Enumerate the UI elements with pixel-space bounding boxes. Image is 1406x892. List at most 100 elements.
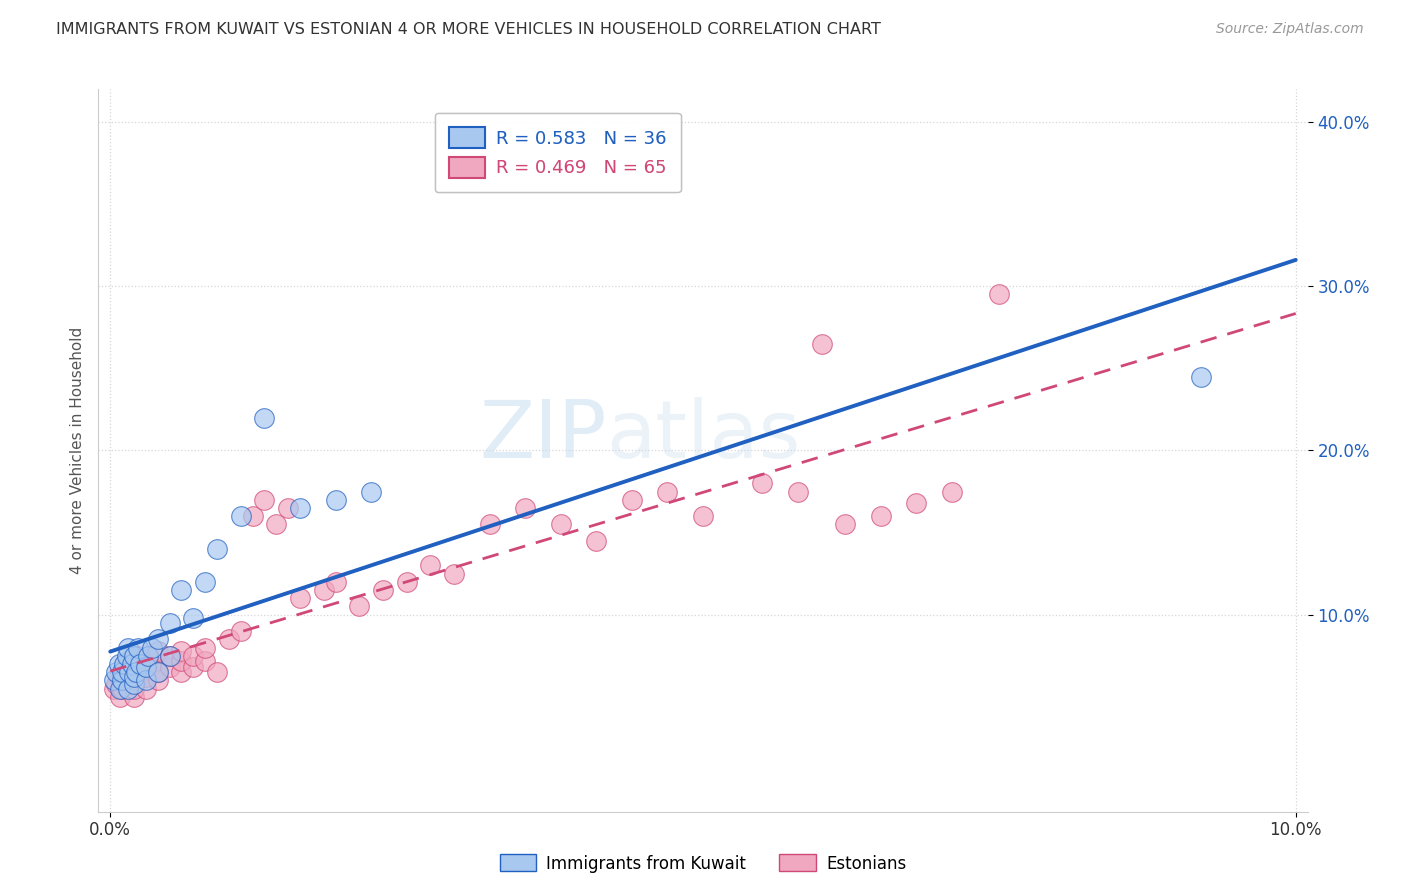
Point bbox=[478, 517, 501, 532]
Point bbox=[146, 673, 169, 688]
Point bbox=[786, 484, 808, 499]
Point bbox=[122, 648, 145, 663]
Point bbox=[325, 492, 347, 507]
Point bbox=[194, 574, 217, 589]
Point bbox=[194, 654, 217, 668]
Point bbox=[111, 665, 134, 680]
Point bbox=[118, 665, 141, 680]
Point bbox=[218, 632, 240, 647]
Point bbox=[751, 476, 773, 491]
Point bbox=[146, 665, 169, 680]
Point bbox=[117, 681, 139, 696]
Point bbox=[146, 665, 169, 680]
Point bbox=[107, 670, 129, 684]
Point bbox=[125, 673, 148, 688]
Point bbox=[657, 484, 679, 499]
Point bbox=[111, 673, 134, 688]
Point bbox=[620, 492, 643, 507]
Point bbox=[141, 657, 163, 671]
Point bbox=[136, 648, 159, 663]
Text: atlas: atlas bbox=[606, 397, 800, 475]
Point bbox=[122, 690, 145, 704]
Point bbox=[205, 541, 228, 556]
Point bbox=[135, 670, 157, 684]
Point bbox=[277, 500, 299, 515]
Point bbox=[181, 611, 204, 625]
Point bbox=[135, 660, 157, 674]
Point bbox=[136, 648, 159, 663]
Point bbox=[115, 648, 138, 663]
Point bbox=[325, 574, 347, 589]
Point bbox=[347, 599, 370, 614]
Point bbox=[181, 648, 204, 663]
Point bbox=[585, 533, 607, 548]
Point bbox=[360, 484, 382, 499]
Point bbox=[114, 660, 136, 674]
Point bbox=[135, 660, 157, 674]
Point bbox=[443, 566, 465, 581]
Point bbox=[810, 336, 832, 351]
Point bbox=[834, 517, 856, 532]
Point bbox=[194, 640, 217, 655]
Text: Source: ZipAtlas.com: Source: ZipAtlas.com bbox=[1216, 22, 1364, 37]
Point bbox=[118, 673, 141, 688]
Text: ZIP: ZIP bbox=[479, 397, 606, 475]
Point bbox=[229, 509, 252, 524]
Point bbox=[135, 681, 157, 696]
Point bbox=[395, 574, 418, 589]
Point bbox=[108, 681, 131, 696]
Point bbox=[122, 657, 145, 671]
Text: IMMIGRANTS FROM KUWAIT VS ESTONIAN 4 OR MORE VEHICLES IN HOUSEHOLD CORRELATION C: IMMIGRANTS FROM KUWAIT VS ESTONIAN 4 OR … bbox=[56, 22, 882, 37]
Point bbox=[121, 665, 143, 680]
Point bbox=[135, 673, 157, 688]
Point bbox=[121, 657, 143, 671]
Point bbox=[170, 665, 193, 680]
Point bbox=[264, 517, 287, 532]
Point bbox=[105, 676, 128, 690]
Point bbox=[141, 640, 163, 655]
Point bbox=[127, 640, 149, 655]
Point bbox=[253, 492, 276, 507]
Point bbox=[288, 591, 311, 606]
Point bbox=[159, 648, 181, 663]
Point bbox=[229, 624, 252, 639]
Point bbox=[205, 665, 228, 680]
Point bbox=[159, 648, 181, 663]
Point bbox=[146, 644, 169, 658]
Legend: R = 0.583   N = 36, R = 0.469   N = 65: R = 0.583 N = 36, R = 0.469 N = 65 bbox=[434, 112, 681, 193]
Point bbox=[312, 582, 335, 597]
Point bbox=[419, 558, 441, 573]
Point bbox=[108, 690, 131, 704]
Point bbox=[103, 681, 125, 696]
Point bbox=[105, 665, 128, 680]
Point bbox=[129, 657, 152, 671]
Point bbox=[127, 648, 149, 663]
Point bbox=[129, 665, 152, 680]
Point bbox=[114, 657, 136, 671]
Point bbox=[988, 287, 1011, 301]
Point bbox=[111, 665, 134, 680]
Point bbox=[242, 509, 264, 524]
Point bbox=[122, 681, 145, 696]
Point bbox=[905, 496, 928, 510]
Point bbox=[371, 582, 394, 597]
Point bbox=[170, 654, 193, 668]
Legend: Immigrants from Kuwait, Estonians: Immigrants from Kuwait, Estonians bbox=[494, 847, 912, 880]
Point bbox=[103, 673, 125, 688]
Y-axis label: 4 or more Vehicles in Household: 4 or more Vehicles in Household bbox=[69, 326, 84, 574]
Point bbox=[122, 676, 145, 690]
Point bbox=[181, 660, 204, 674]
Point bbox=[1189, 369, 1212, 384]
Point bbox=[869, 509, 891, 524]
Point bbox=[170, 644, 193, 658]
Point bbox=[941, 484, 963, 499]
Point bbox=[111, 681, 134, 696]
Point bbox=[550, 517, 572, 532]
Point bbox=[515, 500, 537, 515]
Point bbox=[159, 615, 181, 630]
Point bbox=[122, 670, 145, 684]
Point bbox=[115, 670, 138, 684]
Point bbox=[146, 632, 169, 647]
Point bbox=[117, 654, 139, 668]
Point bbox=[117, 640, 139, 655]
